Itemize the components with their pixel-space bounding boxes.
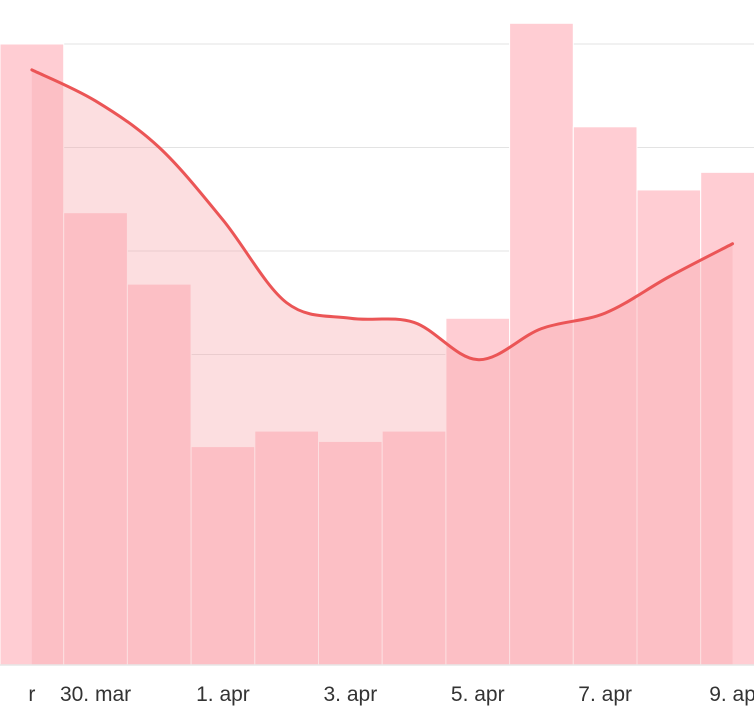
trend-area: [31, 69, 733, 665]
x-tick-label: 7. apr: [578, 683, 632, 706]
x-tick-label: 9. ap: [709, 683, 754, 706]
trend-line-series: [30, 68, 735, 362]
bar: [0, 43, 65, 666]
trend-area-fill: [31, 69, 733, 665]
bar: [381, 430, 447, 666]
x-tick-label: 1. apr: [196, 683, 250, 706]
x-axis: r 30. mar 1. apr 3. apr 5. apr 7. apr 9. ap: [0, 664, 754, 706]
bar: [572, 126, 638, 666]
bar: [445, 317, 511, 666]
x-tick-label: 30. mar: [60, 683, 131, 706]
x-tick-label: r: [28, 683, 35, 706]
x-tick-label: 3. apr: [323, 683, 377, 706]
trend-line: [30, 68, 735, 362]
x-tick-label: 5. apr: [451, 683, 505, 706]
bar-series: [0, 22, 754, 666]
bar: [636, 189, 702, 666]
bar: [509, 22, 574, 666]
